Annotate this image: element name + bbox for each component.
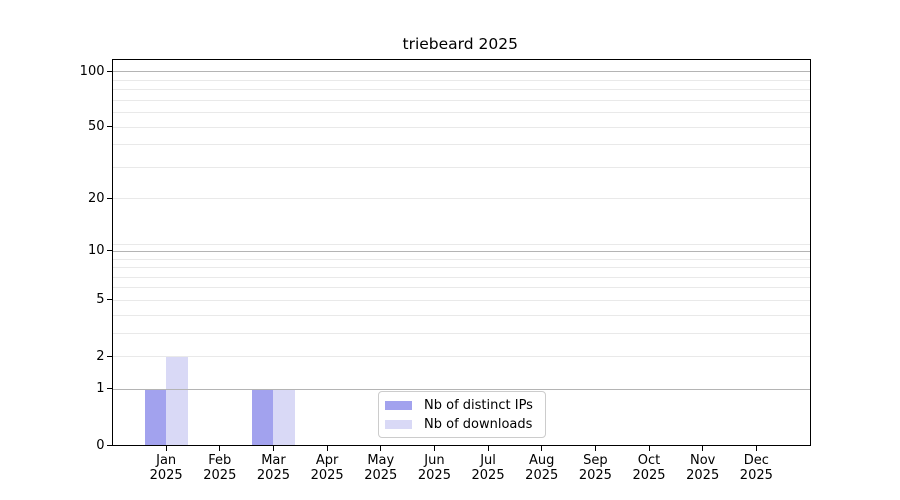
x-tick-label-line: Jul [480, 453, 496, 468]
major-gridline [112, 250, 810, 252]
x-tick-label: Dec 2025 [716, 453, 796, 483]
minor-gridline [112, 267, 810, 269]
minor-gridline [112, 99, 810, 101]
x-tick-label-line: Jan [156, 453, 177, 468]
chart-title: triebeard 2025 [402, 35, 518, 53]
x-tick-label: Jan 2025 [126, 453, 206, 483]
x-tick-mark [433, 446, 435, 451]
minor-gridline [112, 112, 810, 114]
x-tick-mark [755, 446, 757, 451]
minor-gridline [112, 243, 810, 245]
y-tick-mark [106, 355, 112, 357]
x-tick-label: Sep 2025 [555, 453, 635, 483]
minor-gridline [112, 299, 810, 301]
x-tick-label-line: 2025 [364, 468, 398, 483]
x-tick-mark [487, 446, 489, 451]
x-tick-label-line: Apr [315, 453, 339, 468]
x-tick-label: Jul 2025 [448, 453, 528, 483]
minor-gridline [112, 276, 810, 278]
x-tick-label: Feb 2025 [180, 453, 260, 483]
x-tick-label-line: 2025 [310, 468, 344, 483]
legend-swatch-downloads [385, 419, 412, 429]
major-gridline [112, 388, 810, 390]
y-tick-mark [106, 197, 112, 199]
bar-downloads-jan [166, 356, 188, 445]
y-tick-mark [106, 444, 112, 446]
minor-gridline [112, 198, 810, 200]
x-tick-label-line: 2025 [149, 468, 183, 483]
x-tick-label-line: Jun [424, 453, 445, 468]
x-tick-label-line: 2025 [471, 468, 505, 483]
minor-gridline [112, 356, 810, 358]
x-tick-mark [702, 446, 704, 451]
legend-label-distinct-ips: Nb of distinct IPs [424, 397, 533, 413]
major-gridline [112, 71, 810, 73]
plot-area [111, 59, 811, 446]
minor-gridline [112, 332, 810, 334]
y-tick-mark [106, 388, 112, 390]
x-tick-label-line: 2025 [739, 468, 773, 483]
x-tick-label-line: 2025 [203, 468, 237, 483]
legend-item-downloads: Nb of downloads [385, 417, 539, 432]
minor-gridline [112, 258, 810, 260]
bar-downloads-mar [273, 388, 295, 445]
bar-distinct-ips-mar [252, 388, 274, 445]
x-tick-label-line: Aug [529, 453, 555, 468]
minor-gridline [112, 166, 810, 168]
x-tick-label: May 2025 [341, 453, 421, 483]
minor-gridline [112, 314, 810, 316]
x-tick-label-line: 2025 [417, 468, 451, 483]
x-tick-label-line: 2025 [256, 468, 290, 483]
x-tick-mark [219, 446, 221, 451]
x-tick-mark [272, 446, 274, 451]
x-tick-label: Oct 2025 [609, 453, 689, 483]
minor-gridline [112, 287, 810, 289]
y-tick-label: 0 [96, 437, 105, 453]
minor-gridline [112, 89, 810, 91]
x-tick-label: Nov 2025 [663, 453, 743, 483]
minor-gridline [112, 126, 810, 128]
legend: Nb of distinct IPs Nb of downloads [378, 391, 546, 438]
x-tick-label-line: Nov [690, 453, 716, 468]
x-tick-label-line: 2025 [525, 468, 559, 483]
legend-item-distinct-ips: Nb of distinct IPs [385, 398, 539, 413]
x-tick-mark [648, 446, 650, 451]
minor-gridline [112, 144, 810, 146]
x-tick-label-line: May [367, 453, 395, 468]
x-tick-label-line: 2025 [632, 468, 666, 483]
y-tick-mark [106, 299, 112, 301]
x-tick-label-line: Dec [743, 453, 769, 468]
y-tick-label: 2 [96, 348, 105, 364]
minor-gridline [112, 79, 810, 81]
legend-swatch-distinct-ips [385, 400, 412, 410]
x-tick-label: Jun 2025 [394, 453, 474, 483]
y-tick-mark [106, 70, 112, 72]
x-tick-mark [165, 446, 167, 451]
y-tick-mark [106, 250, 112, 252]
x-tick-mark [541, 446, 543, 451]
x-tick-label-line: Feb [208, 453, 232, 468]
bar-distinct-ips-jan [144, 388, 167, 445]
y-tick-label: 100 [79, 63, 105, 79]
y-tick-label: 5 [96, 292, 105, 308]
x-tick-label-line: Sep [583, 453, 608, 468]
x-tick-label-line: 2025 [578, 468, 612, 483]
x-tick-label: Mar 2025 [233, 453, 313, 483]
x-tick-label-line: Oct [637, 453, 661, 468]
x-tick-label-line: Mar [261, 453, 286, 468]
y-tick-label: 1 [96, 381, 105, 397]
x-tick-label: Aug 2025 [502, 453, 582, 483]
y-tick-label: 10 [87, 243, 105, 259]
x-tick-mark [380, 446, 382, 451]
y-tick-label: 20 [87, 190, 105, 206]
y-tick-mark [106, 126, 112, 128]
y-tick-label: 50 [87, 119, 105, 135]
legend-label-downloads: Nb of downloads [424, 416, 533, 432]
x-tick-mark [594, 446, 596, 451]
x-tick-mark [326, 446, 328, 451]
x-tick-label-line: 2025 [686, 468, 720, 483]
x-tick-label: Apr 2025 [287, 453, 367, 483]
